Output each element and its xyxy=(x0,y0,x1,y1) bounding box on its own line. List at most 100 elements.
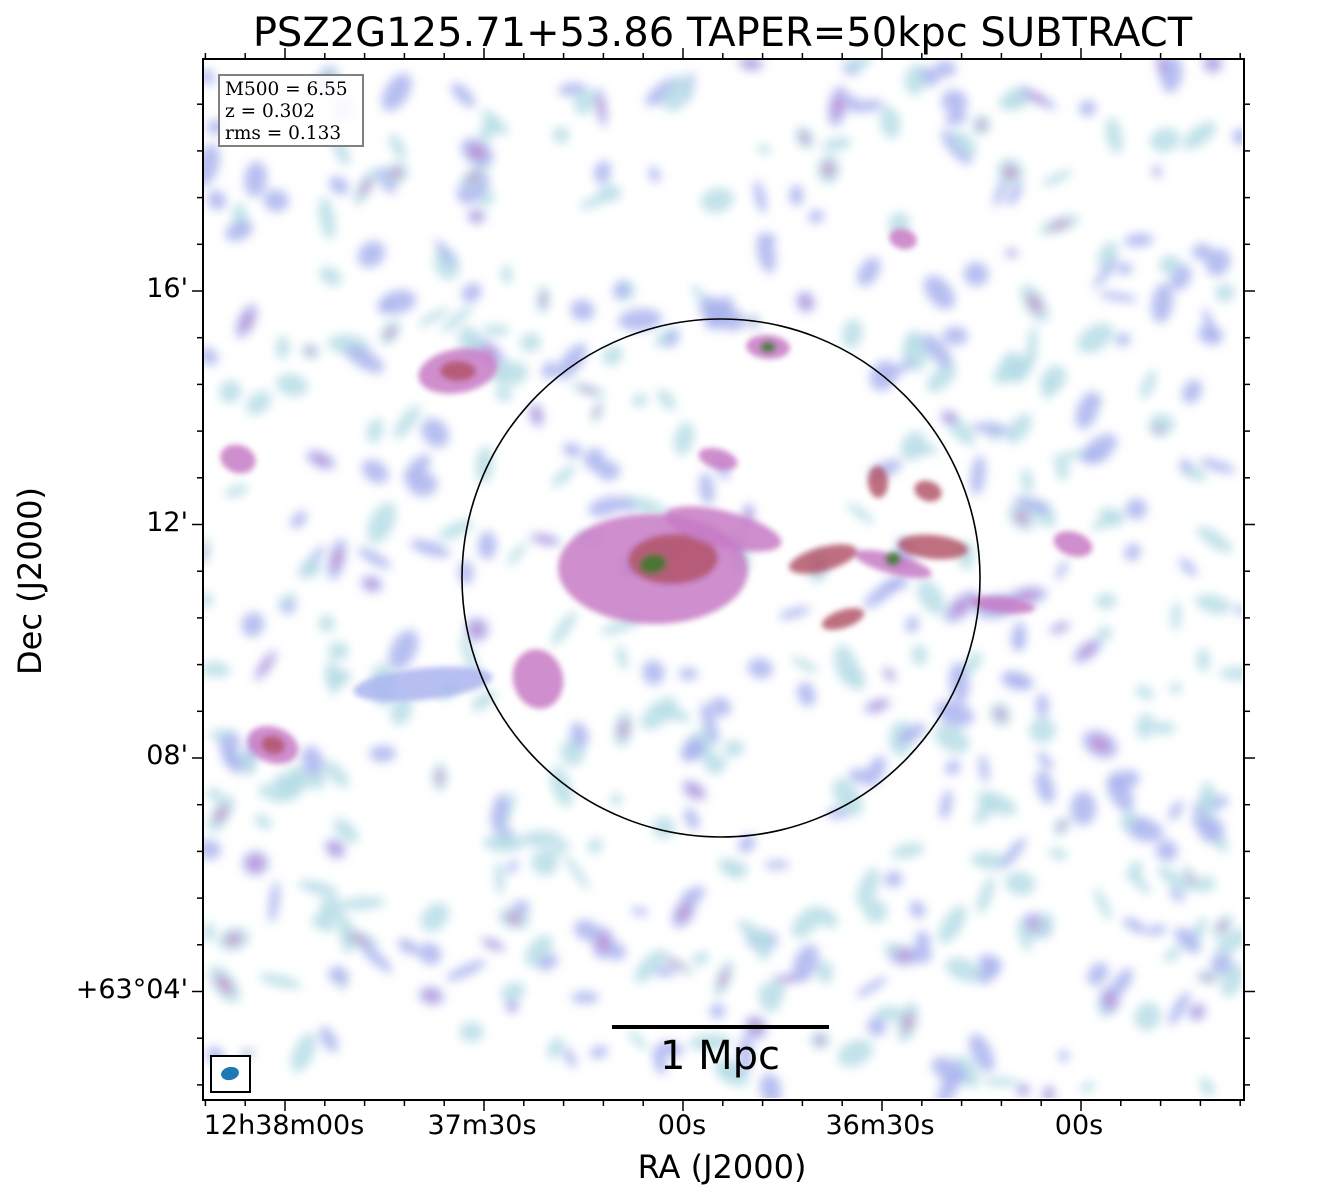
emission-blob xyxy=(418,942,442,965)
emission-blob xyxy=(495,387,513,402)
emission-blob xyxy=(1000,837,1027,869)
emission-blob xyxy=(898,723,926,744)
emission-blob xyxy=(744,59,758,68)
emission-blob xyxy=(799,132,810,144)
emission-blob xyxy=(821,608,865,630)
emission-blob xyxy=(500,982,526,1002)
emission-blob xyxy=(902,1012,914,1033)
emission-blob xyxy=(1035,770,1055,805)
emission-blob xyxy=(1078,100,1097,117)
emission-blob xyxy=(653,966,676,977)
emission-blob xyxy=(461,282,482,303)
emission-blob xyxy=(738,1034,753,1074)
emission-blob xyxy=(1081,433,1118,465)
emission-blob xyxy=(1014,496,1050,514)
emission-blob xyxy=(1005,413,1033,444)
emission-blob xyxy=(258,782,270,798)
emission-blob xyxy=(652,1046,667,1075)
emission-blob xyxy=(388,629,419,670)
emission-blob xyxy=(938,905,967,944)
emission-blob xyxy=(1221,963,1242,998)
emission-blob xyxy=(1077,323,1114,354)
emission-blob xyxy=(684,807,700,831)
emission-blob xyxy=(1021,468,1034,495)
emission-blob xyxy=(505,860,520,874)
emission-blob xyxy=(332,548,342,570)
emission-blob xyxy=(1106,770,1141,790)
emission-blob xyxy=(1152,164,1162,179)
emission-blob xyxy=(220,743,243,774)
emission-blob xyxy=(531,850,558,876)
emission-blob xyxy=(390,697,413,726)
emission-blob xyxy=(976,119,986,131)
emission-blob xyxy=(976,791,1017,816)
emission-blob xyxy=(914,930,931,951)
emission-blob xyxy=(481,109,509,136)
emission-blob xyxy=(1146,924,1167,936)
emission-blob xyxy=(705,305,747,331)
emission-blob xyxy=(846,502,875,524)
emission-blob xyxy=(366,418,384,444)
emission-blob xyxy=(747,658,773,679)
emission-blob xyxy=(441,305,473,333)
emission-blob xyxy=(889,228,917,250)
emission-blob xyxy=(506,542,527,566)
emission-blob xyxy=(688,1033,732,1051)
emission-blob xyxy=(319,1026,339,1053)
emission-blob xyxy=(886,670,893,679)
emission-blob xyxy=(931,1056,967,1085)
emission-blob xyxy=(1182,379,1203,404)
emission-blob xyxy=(665,330,679,348)
emission-blob xyxy=(598,184,622,202)
x-tick-label: 12h38m00s xyxy=(203,1110,365,1141)
emission-blob xyxy=(594,160,612,185)
emission-blob xyxy=(263,189,289,212)
emission-blob xyxy=(397,938,419,955)
emission-blob xyxy=(1094,888,1112,921)
emission-blob xyxy=(1186,871,1195,885)
emission-blob xyxy=(718,969,729,988)
emission-blob xyxy=(723,740,745,757)
emission-blob xyxy=(1152,721,1176,735)
radio-map[interactable] xyxy=(203,59,1242,1098)
emission-blob xyxy=(677,905,690,921)
emission-blob xyxy=(613,282,630,299)
info-box: M500 = 6.55 z = 0.302 rms = 0.133 xyxy=(218,74,364,147)
emission-blob xyxy=(971,422,1012,435)
emission-blob xyxy=(970,851,1009,870)
emission-blob xyxy=(941,130,972,165)
emission-blob xyxy=(1202,308,1218,345)
emission-blob xyxy=(738,834,756,854)
emission-blob xyxy=(1151,283,1174,324)
emission-blob xyxy=(952,599,969,616)
emission-blob xyxy=(941,89,968,114)
emission-blob xyxy=(971,596,1035,614)
emission-blob xyxy=(248,857,263,870)
emission-blob xyxy=(203,839,222,860)
emission-blob xyxy=(1157,866,1192,893)
emission-blob xyxy=(934,724,970,754)
emission-blob xyxy=(977,958,1002,985)
emission-blob xyxy=(883,943,903,955)
emission-blob xyxy=(602,345,623,366)
emission-blob xyxy=(562,442,582,458)
emission-blob xyxy=(588,496,626,517)
emission-blob xyxy=(469,145,485,160)
emission-blob xyxy=(459,1022,484,1043)
emission-blob xyxy=(490,793,509,832)
emission-blob xyxy=(301,745,324,775)
emission-blob xyxy=(435,238,455,267)
emission-blob xyxy=(1199,458,1236,474)
emission-blob xyxy=(318,614,335,633)
emission-blob xyxy=(759,1073,782,1098)
emission-blob xyxy=(666,957,686,970)
emission-blob xyxy=(410,539,451,558)
emission-blob xyxy=(681,747,702,762)
emission-blob xyxy=(1179,458,1192,474)
emission-blob xyxy=(1095,593,1117,610)
emission-blob xyxy=(634,949,665,983)
emission-blob xyxy=(494,861,505,896)
emission-blob xyxy=(445,960,487,981)
emission-blob xyxy=(898,534,968,560)
emission-blob xyxy=(206,788,224,801)
